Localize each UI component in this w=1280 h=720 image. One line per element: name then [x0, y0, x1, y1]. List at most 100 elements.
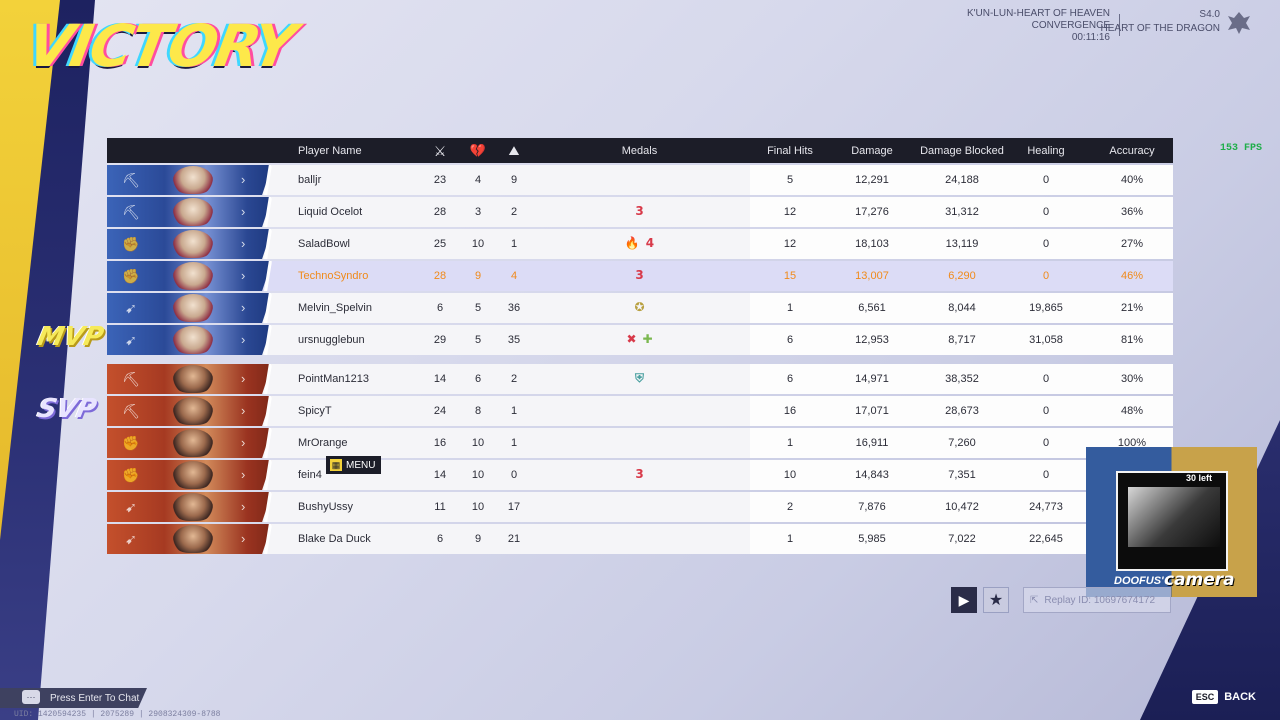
- hero-portrait[interactable]: ➹ ›: [107, 325, 272, 355]
- assists-value: 9: [510, 174, 518, 186]
- hero-portrait[interactable]: ⛏ ›: [107, 197, 272, 227]
- back-label: BACK: [1224, 691, 1256, 703]
- medal-icon[interactable]: 3: [635, 268, 644, 282]
- hero-portrait[interactable]: ⛏ ›: [107, 396, 272, 426]
- webcam-label-camera: camera: [1164, 570, 1235, 590]
- kills-value: 28: [433, 270, 447, 282]
- damage-blocked-value: 8,044: [948, 302, 976, 314]
- player-name[interactable]: Liquid Ocelot: [298, 206, 363, 218]
- healing-value: 0: [1042, 373, 1050, 385]
- player-name[interactable]: TechnoSyndro: [298, 270, 369, 282]
- hero-portrait[interactable]: ✊ ›: [107, 261, 272, 291]
- final-hits-value: 12: [783, 238, 797, 250]
- chevron-right-icon: ›: [241, 268, 246, 283]
- hero-portrait[interactable]: ✊ ›: [107, 460, 272, 490]
- player-name[interactable]: PointMan1213: [298, 373, 369, 385]
- header-divider: [1119, 14, 1120, 36]
- final-hits-value: 6: [786, 373, 794, 385]
- portrait-divider: [264, 165, 272, 195]
- accuracy-value: 48%: [1120, 405, 1144, 417]
- hero-portrait[interactable]: ➹ ›: [107, 492, 272, 522]
- player-row[interactable]: ➹ › BushyUssy 11 10 17 2 7,876 10,472 24…: [107, 492, 1173, 522]
- damage-value: 17,276: [855, 206, 889, 218]
- role-vanguard-icon: ⛏: [122, 403, 140, 419]
- healing-value: 0: [1042, 206, 1050, 218]
- role-vanguard-icon: ⛏: [122, 172, 140, 188]
- header-damage-blocked: Damage Blocked: [920, 145, 1004, 157]
- hero-portrait[interactable]: ➹ ›: [107, 293, 272, 323]
- deaths-value: 10: [471, 238, 485, 250]
- favorite-button[interactable]: ★: [983, 587, 1009, 613]
- assists-icon: ⛰: [508, 143, 520, 158]
- hero-portrait[interactable]: ✊ ›: [107, 229, 272, 259]
- player-name[interactable]: ursnugglebun: [298, 334, 365, 346]
- player-row[interactable]: ✊ › fein4 14 10 0 3 10 14,843 7,351 0: [107, 460, 1173, 490]
- deaths-icon: 💔: [469, 143, 487, 158]
- hero-avatar: [173, 326, 213, 354]
- player-name[interactable]: Melvin_Spelvin: [298, 302, 372, 314]
- player-row[interactable]: ⛏ › Liquid Ocelot 28 3 2 3 12 17,276 31,…: [107, 197, 1173, 227]
- player-name[interactable]: fein4: [298, 469, 322, 481]
- medal-icon[interactable]: ✪: [634, 300, 645, 314]
- left-gold-stripe-decoration: [0, 0, 60, 540]
- damage-value: 14,843: [855, 469, 889, 481]
- assists-value: 0: [510, 469, 518, 481]
- player-name[interactable]: SpicyT: [298, 405, 332, 417]
- player-name[interactable]: balljr: [298, 174, 322, 186]
- mvp-badge: MVP: [34, 322, 107, 352]
- star-icon: ★: [988, 592, 1004, 609]
- uid-line: UID: 1420594235 | 2075289 | 2908324309-8…: [14, 710, 221, 719]
- medal-icon[interactable]: ✖: [626, 332, 637, 346]
- kills-value: 6: [436, 302, 444, 314]
- back-button[interactable]: ESC BACK: [1191, 690, 1256, 704]
- player-row[interactable]: ➹ › Blake Da Duck 6 9 21 1 5,985 7,022 2…: [107, 524, 1173, 554]
- player-name[interactable]: Blake Da Duck: [298, 533, 371, 545]
- medal-icon[interactable]: ⛨: [634, 371, 644, 385]
- portrait-divider: [264, 364, 272, 394]
- header-damage: Damage: [851, 145, 893, 157]
- healing-value: 0: [1042, 238, 1050, 250]
- kills-value: 25: [433, 238, 447, 250]
- hero-portrait[interactable]: ⛏ ›: [107, 165, 272, 195]
- portrait-divider: [264, 261, 272, 291]
- medals-cell: 3: [577, 467, 702, 481]
- kills-value: 11: [434, 501, 446, 513]
- medal-icon[interactable]: 3: [635, 467, 644, 481]
- player-row[interactable]: ⛏ › balljr 23 4 9 5 12,291 24,188 0 40%: [107, 165, 1173, 195]
- player-row[interactable]: ➹ › Melvin_Spelvin 6 5 36 ✪ 1 6,561 8,04…: [107, 293, 1173, 323]
- player-row[interactable]: ✊ › SaladBowl 25 10 1 🔥 4 12 18,103 13,11…: [107, 229, 1173, 259]
- player-name[interactable]: SaladBowl: [298, 238, 350, 250]
- play-replay-button[interactable]: ▶: [951, 587, 977, 613]
- role-strategist-icon: ➹: [125, 332, 137, 348]
- player-name[interactable]: MrOrange: [298, 437, 348, 449]
- menu-tooltip[interactable]: ▦ MENU: [326, 456, 382, 474]
- healing-value: 0: [1042, 405, 1050, 417]
- player-row[interactable]: ⛏ › SpicyT 24 8 1 16 17,071 28,673 0 48%: [107, 396, 1173, 426]
- match-info: K'UN-LUN-HEART OF HEAVEN CONVERGENCE 00:…: [967, 8, 1110, 44]
- player-name[interactable]: BushyUssy: [298, 501, 354, 513]
- hero-portrait[interactable]: ➹ ›: [107, 524, 272, 554]
- deaths-value: 5: [474, 334, 482, 346]
- medal-icon[interactable]: 🔥: [624, 236, 640, 250]
- kills-value: 14: [433, 469, 447, 481]
- season-number: S4.0: [1199, 9, 1220, 20]
- player-row[interactable]: ✊ › MrOrange 16 10 1 1 16,911 7,260 0 10…: [107, 428, 1173, 458]
- healing-value: 19,865: [1029, 302, 1063, 314]
- player-row[interactable]: ⛏ › PointMan1213 14 6 2 ⛨ 6 14,971 38,35…: [107, 364, 1173, 394]
- chevron-right-icon: ›: [241, 204, 246, 219]
- hero-portrait[interactable]: ⛏ ›: [107, 364, 272, 394]
- medal-icon[interactable]: 3: [635, 204, 644, 218]
- hero-avatar: [173, 461, 213, 489]
- hero-avatar: [173, 166, 213, 194]
- damage-blocked-value: 6,290: [948, 270, 976, 282]
- deaths-value: 10: [471, 501, 485, 513]
- stats-bg: [750, 197, 1173, 227]
- player-row[interactable]: ➹ › ursnugglebun 29 5 35 ✖ ✚ 6 12,953 8,7…: [107, 325, 1173, 355]
- replay-id-button[interactable]: ⇱ Replay ID: 10697674172: [1023, 587, 1171, 613]
- medal-icon[interactable]: ✚: [642, 332, 653, 346]
- hero-portrait[interactable]: ✊ ›: [107, 428, 272, 458]
- accuracy-value: 100%: [1117, 437, 1147, 449]
- deaths-value: 5: [474, 302, 482, 314]
- medal-icon[interactable]: 4: [645, 236, 655, 250]
- player-row[interactable]: ✊ › TechnoSyndro 28 9 4 3 15 13,007 6,29…: [107, 261, 1173, 291]
